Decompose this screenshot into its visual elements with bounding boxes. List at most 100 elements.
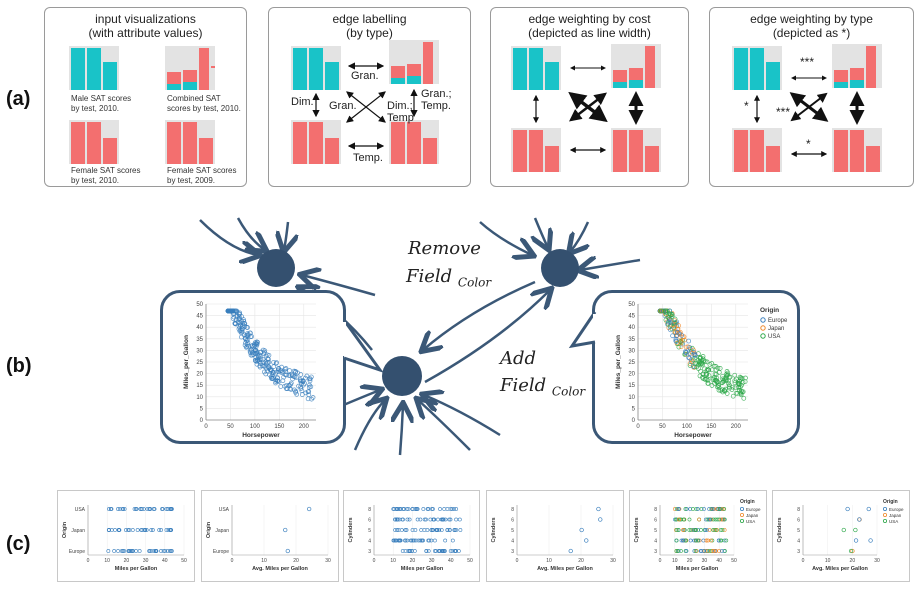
star-label-left: * bbox=[744, 99, 749, 113]
y-tick-label: 4 bbox=[654, 539, 657, 545]
strip-point bbox=[676, 507, 681, 511]
y-axis-title: Cylinders bbox=[348, 517, 354, 542]
strip-point bbox=[398, 538, 403, 543]
y-tick-label: 3 bbox=[654, 549, 657, 555]
y-axis-title: Miles_per_Gallon bbox=[183, 335, 190, 389]
strip-point bbox=[438, 507, 442, 511]
y-tick-label: 15 bbox=[628, 383, 635, 389]
scatter-point bbox=[239, 334, 244, 340]
scatter-point bbox=[702, 376, 708, 382]
scatter-point bbox=[687, 345, 692, 350]
mean-point bbox=[868, 538, 873, 543]
strip-point bbox=[419, 528, 424, 532]
thumb-male-2010 bbox=[69, 46, 119, 90]
mean-point bbox=[307, 506, 312, 512]
y-tick-label: 40 bbox=[628, 325, 635, 331]
x-axis-title: Avg. Miles per Gallon bbox=[812, 566, 868, 572]
strip-point bbox=[454, 507, 459, 511]
x-tick-label: 20 bbox=[410, 558, 416, 564]
strip-point bbox=[407, 517, 412, 522]
y-tick-label: Europe bbox=[69, 549, 85, 555]
strip-point bbox=[164, 507, 169, 511]
y-tick-label: 8 bbox=[368, 507, 371, 513]
strip-point bbox=[406, 507, 411, 511]
y-tick-label: 0 bbox=[632, 418, 636, 424]
scatter-point bbox=[283, 366, 289, 371]
scatter-point bbox=[668, 327, 673, 333]
scatter-point bbox=[309, 396, 314, 402]
scatter-point bbox=[691, 349, 697, 355]
scatter-point bbox=[270, 375, 276, 381]
x-tick-label: 100 bbox=[682, 424, 693, 430]
legend-symbol bbox=[883, 512, 888, 517]
scatter-point bbox=[255, 353, 261, 358]
x-tick-label: 10 bbox=[672, 558, 678, 564]
scatter-point bbox=[265, 356, 271, 362]
strip-point bbox=[717, 507, 722, 511]
edge-label-gran-diag: Gran. bbox=[329, 100, 357, 112]
panel-edge-weighting-cost: edge weighting by cost (depicted as line… bbox=[490, 7, 689, 187]
star-label-diag: *** bbox=[776, 105, 791, 119]
caption-male-2010: Male SAT scores by test, 2010. bbox=[71, 94, 132, 113]
x-tick-label: 20 bbox=[850, 558, 856, 564]
scatter-point bbox=[730, 393, 736, 399]
add-label: Add bbox=[500, 348, 537, 369]
strip-point bbox=[439, 528, 444, 532]
strip-point bbox=[169, 528, 174, 532]
strip-point bbox=[722, 507, 727, 511]
scatter-point bbox=[682, 337, 687, 343]
panel-title: input visualizations (with attribute val… bbox=[88, 12, 203, 40]
x-axis-title: Miles per Gallon bbox=[401, 566, 444, 572]
scatter-point bbox=[700, 371, 706, 377]
scatter-point bbox=[692, 352, 698, 358]
x-tick-label: 150 bbox=[274, 424, 285, 430]
x-tick-label: 0 bbox=[659, 558, 662, 564]
strip-point bbox=[165, 549, 170, 553]
strip-point bbox=[396, 507, 401, 511]
x-tick-label: 20 bbox=[293, 558, 299, 564]
strip-point bbox=[453, 549, 458, 553]
strip-point bbox=[435, 528, 440, 532]
y-tick-label: Japan bbox=[215, 528, 229, 534]
strip-point bbox=[404, 528, 409, 532]
x-tick-label: 0 bbox=[231, 558, 234, 564]
strip-point bbox=[447, 528, 452, 532]
strip-point bbox=[130, 528, 135, 532]
strip-point bbox=[122, 549, 127, 553]
x-tick-label: 0 bbox=[636, 424, 640, 430]
y-tick-label: 20 bbox=[196, 372, 203, 378]
strip-point bbox=[168, 549, 172, 553]
scatter-point bbox=[668, 312, 673, 318]
strip-point bbox=[410, 528, 415, 532]
x-tick-label: 10 bbox=[104, 558, 110, 564]
x-tick-label: 20 bbox=[687, 558, 693, 564]
strip-point bbox=[691, 528, 696, 532]
scatter-point bbox=[243, 344, 249, 350]
strip-point bbox=[719, 538, 724, 543]
thumb-male bbox=[511, 46, 561, 90]
scatter-point bbox=[704, 376, 710, 382]
legend-symbol bbox=[883, 506, 888, 511]
y-tick-label: 6 bbox=[797, 518, 800, 524]
scatter-point bbox=[247, 350, 253, 355]
strip-point bbox=[429, 528, 434, 532]
legend-symbol bbox=[760, 325, 766, 331]
scatter-point bbox=[723, 378, 729, 383]
add-field-label: Field Color bbox=[500, 375, 586, 399]
strip-point bbox=[121, 549, 125, 553]
scatter-point bbox=[291, 387, 297, 393]
scatter-point bbox=[686, 338, 692, 344]
strip-point bbox=[425, 528, 430, 532]
strip-point bbox=[413, 538, 418, 543]
scatter-point bbox=[737, 374, 743, 380]
strip-point bbox=[424, 549, 429, 553]
strip-point bbox=[448, 507, 453, 511]
row-label-a: (a) bbox=[6, 88, 31, 110]
scatter-point bbox=[305, 389, 311, 395]
remove-field-label: Field Color bbox=[406, 266, 492, 290]
strip-point bbox=[712, 549, 716, 553]
scatter-point bbox=[720, 380, 725, 385]
scatter-point bbox=[724, 369, 730, 374]
strip-point bbox=[702, 507, 706, 511]
legend-symbol bbox=[760, 333, 766, 339]
